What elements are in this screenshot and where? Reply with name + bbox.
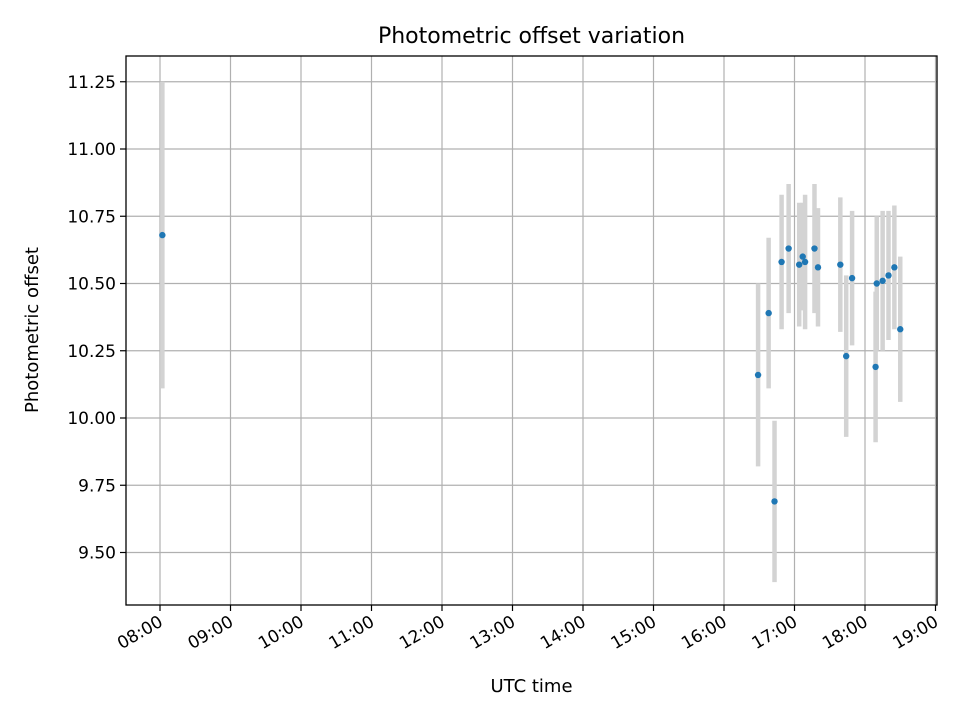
y-axis-label: Photometric offset bbox=[22, 247, 43, 413]
data-point bbox=[843, 352, 850, 360]
data-point bbox=[814, 264, 822, 271]
data-point bbox=[811, 245, 818, 252]
data-point bbox=[873, 280, 880, 287]
data-point bbox=[796, 261, 803, 268]
data-point bbox=[872, 363, 879, 371]
y-axis-ticks: 9.50 9.75 10.00 10.25 10.50 10.75 11.00 11.25 bbox=[67, 73, 126, 564]
data-point bbox=[848, 274, 856, 282]
y-tick-label: 9.50 bbox=[78, 544, 116, 564]
y-tick-label: 10.00 bbox=[67, 409, 116, 429]
data-point bbox=[765, 309, 772, 317]
data-point bbox=[801, 258, 809, 266]
data-point bbox=[754, 371, 762, 379]
data-point bbox=[159, 231, 166, 239]
plot-frame bbox=[125, 55, 938, 606]
data-point bbox=[771, 498, 778, 505]
y-tick-label: 9.75 bbox=[78, 476, 116, 496]
data-point bbox=[897, 326, 904, 333]
data-points bbox=[159, 231, 904, 505]
y-tick-label: 11.25 bbox=[67, 73, 116, 93]
data-point bbox=[885, 272, 892, 279]
data-point bbox=[891, 264, 898, 271]
data-point bbox=[837, 261, 844, 268]
x-axis-label: UTC time bbox=[490, 676, 572, 697]
data-point bbox=[799, 253, 806, 260]
y-tick-label: 10.50 bbox=[67, 275, 116, 295]
grid bbox=[126, 56, 937, 605]
data-point bbox=[778, 258, 785, 266]
data-point bbox=[785, 245, 792, 252]
chart-title: Photometric offset variation bbox=[378, 24, 685, 49]
data-point bbox=[879, 277, 886, 285]
y-tick-label: 10.75 bbox=[67, 207, 116, 227]
y-tick-label: 10.25 bbox=[67, 342, 116, 362]
y-tick-label: 11.00 bbox=[67, 140, 116, 160]
